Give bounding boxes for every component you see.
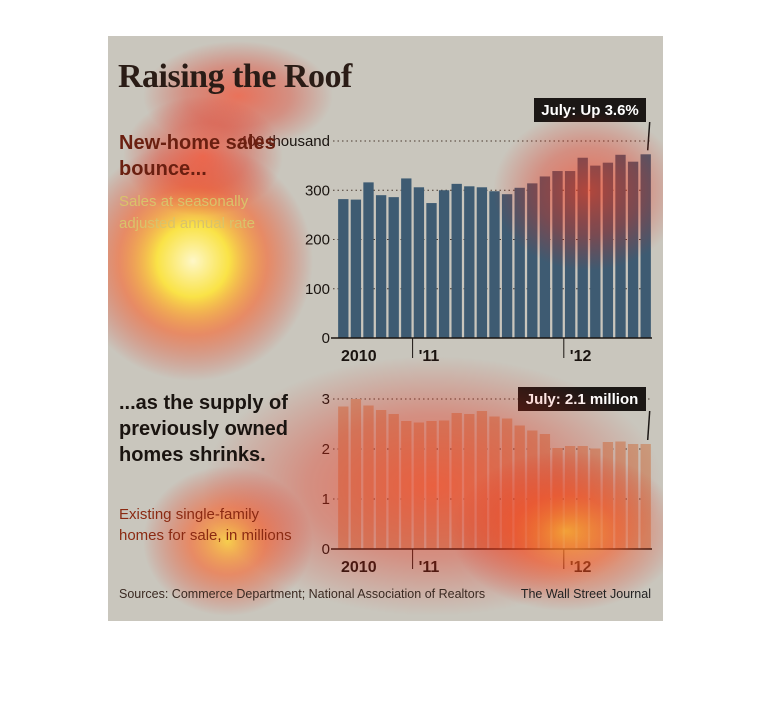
bar xyxy=(426,203,437,338)
credit-line: The Wall Street Journal xyxy=(520,587,651,601)
bar xyxy=(514,187,525,338)
x-tick-label: '12 xyxy=(570,559,592,576)
bar xyxy=(375,195,387,338)
section1-heading: New-home sales bounce... xyxy=(119,132,276,180)
y-tick-label: 100 xyxy=(305,281,330,298)
bar xyxy=(438,190,450,338)
bar xyxy=(552,448,563,549)
sources-note: Sources: Commerce Department; National A… xyxy=(119,587,486,601)
bar xyxy=(451,183,462,338)
x-tick-label: 2010 xyxy=(341,348,377,365)
callout-label: July: Up 3.6% xyxy=(541,102,639,119)
callout-leader xyxy=(646,121,651,151)
bar xyxy=(527,430,538,549)
x-tick-label: '12 xyxy=(570,348,592,365)
y-tick-label: 1 xyxy=(322,491,330,508)
y-tick-label: 2 xyxy=(322,441,330,458)
callout: July: Up 3.6% xyxy=(534,98,651,151)
bar xyxy=(539,176,551,338)
bar xyxy=(564,446,576,549)
bar xyxy=(401,421,412,549)
bar xyxy=(388,414,399,549)
y-tick-label: 200 xyxy=(305,232,330,249)
x-tick-label: '11 xyxy=(419,348,440,365)
bar xyxy=(413,187,425,338)
bar xyxy=(615,441,626,549)
bar xyxy=(489,191,500,338)
y-tick-label: 0 xyxy=(322,541,330,558)
bar xyxy=(590,448,601,549)
bar xyxy=(350,399,362,549)
bar xyxy=(615,154,626,338)
bar xyxy=(476,187,488,338)
section2-description: Existing single-family homes for sale, i… xyxy=(119,506,292,544)
page-title: Raising the Roof xyxy=(118,58,352,95)
bar xyxy=(363,405,374,549)
bar xyxy=(627,161,639,338)
infographic-panel: 0 100 200 300 400 thousand 2010'11'12 July: Up… xyxy=(108,36,663,621)
bar xyxy=(426,421,437,549)
bar xyxy=(590,165,601,338)
bar xyxy=(539,434,551,549)
bar xyxy=(401,178,412,338)
callout-leader xyxy=(646,410,651,441)
bar xyxy=(476,411,488,549)
callout: July: 2.1 million xyxy=(518,387,651,441)
bar xyxy=(602,442,614,549)
y-tick-label: 300 xyxy=(305,182,330,199)
bar xyxy=(451,413,462,549)
section1-description: Sales at seasonally adjusted annual rate xyxy=(119,193,255,232)
bar xyxy=(338,406,349,549)
bar xyxy=(527,183,538,338)
bar xyxy=(640,154,651,338)
bar xyxy=(577,157,588,338)
bar xyxy=(514,425,525,549)
bar xyxy=(577,446,588,549)
section2-heading: ...as the supply of previously owned hom… xyxy=(119,392,288,466)
bar xyxy=(564,171,576,338)
bar xyxy=(489,416,500,549)
chart-2: 0 1 2 3 2010 '11 '12 July: 2.1 million xyxy=(322,387,652,576)
bar xyxy=(627,444,639,549)
bar xyxy=(640,444,651,549)
bar xyxy=(363,182,374,338)
bar xyxy=(501,194,513,338)
bar xyxy=(464,186,475,338)
bar xyxy=(552,171,563,338)
bar xyxy=(350,199,362,338)
y-tick-label: 3 xyxy=(322,391,330,408)
bar xyxy=(501,418,513,549)
bar xyxy=(388,197,399,338)
x-tick-label: '11 xyxy=(419,559,440,576)
y-tick-label: 0 xyxy=(322,330,330,347)
bar xyxy=(413,422,425,549)
bar xyxy=(602,162,614,338)
bar xyxy=(375,410,387,549)
bar xyxy=(338,199,349,338)
callout-label: July: 2.1 million xyxy=(526,391,639,408)
bar xyxy=(438,420,450,549)
x-tick-label: 2010 xyxy=(341,559,377,576)
bar xyxy=(464,414,475,549)
